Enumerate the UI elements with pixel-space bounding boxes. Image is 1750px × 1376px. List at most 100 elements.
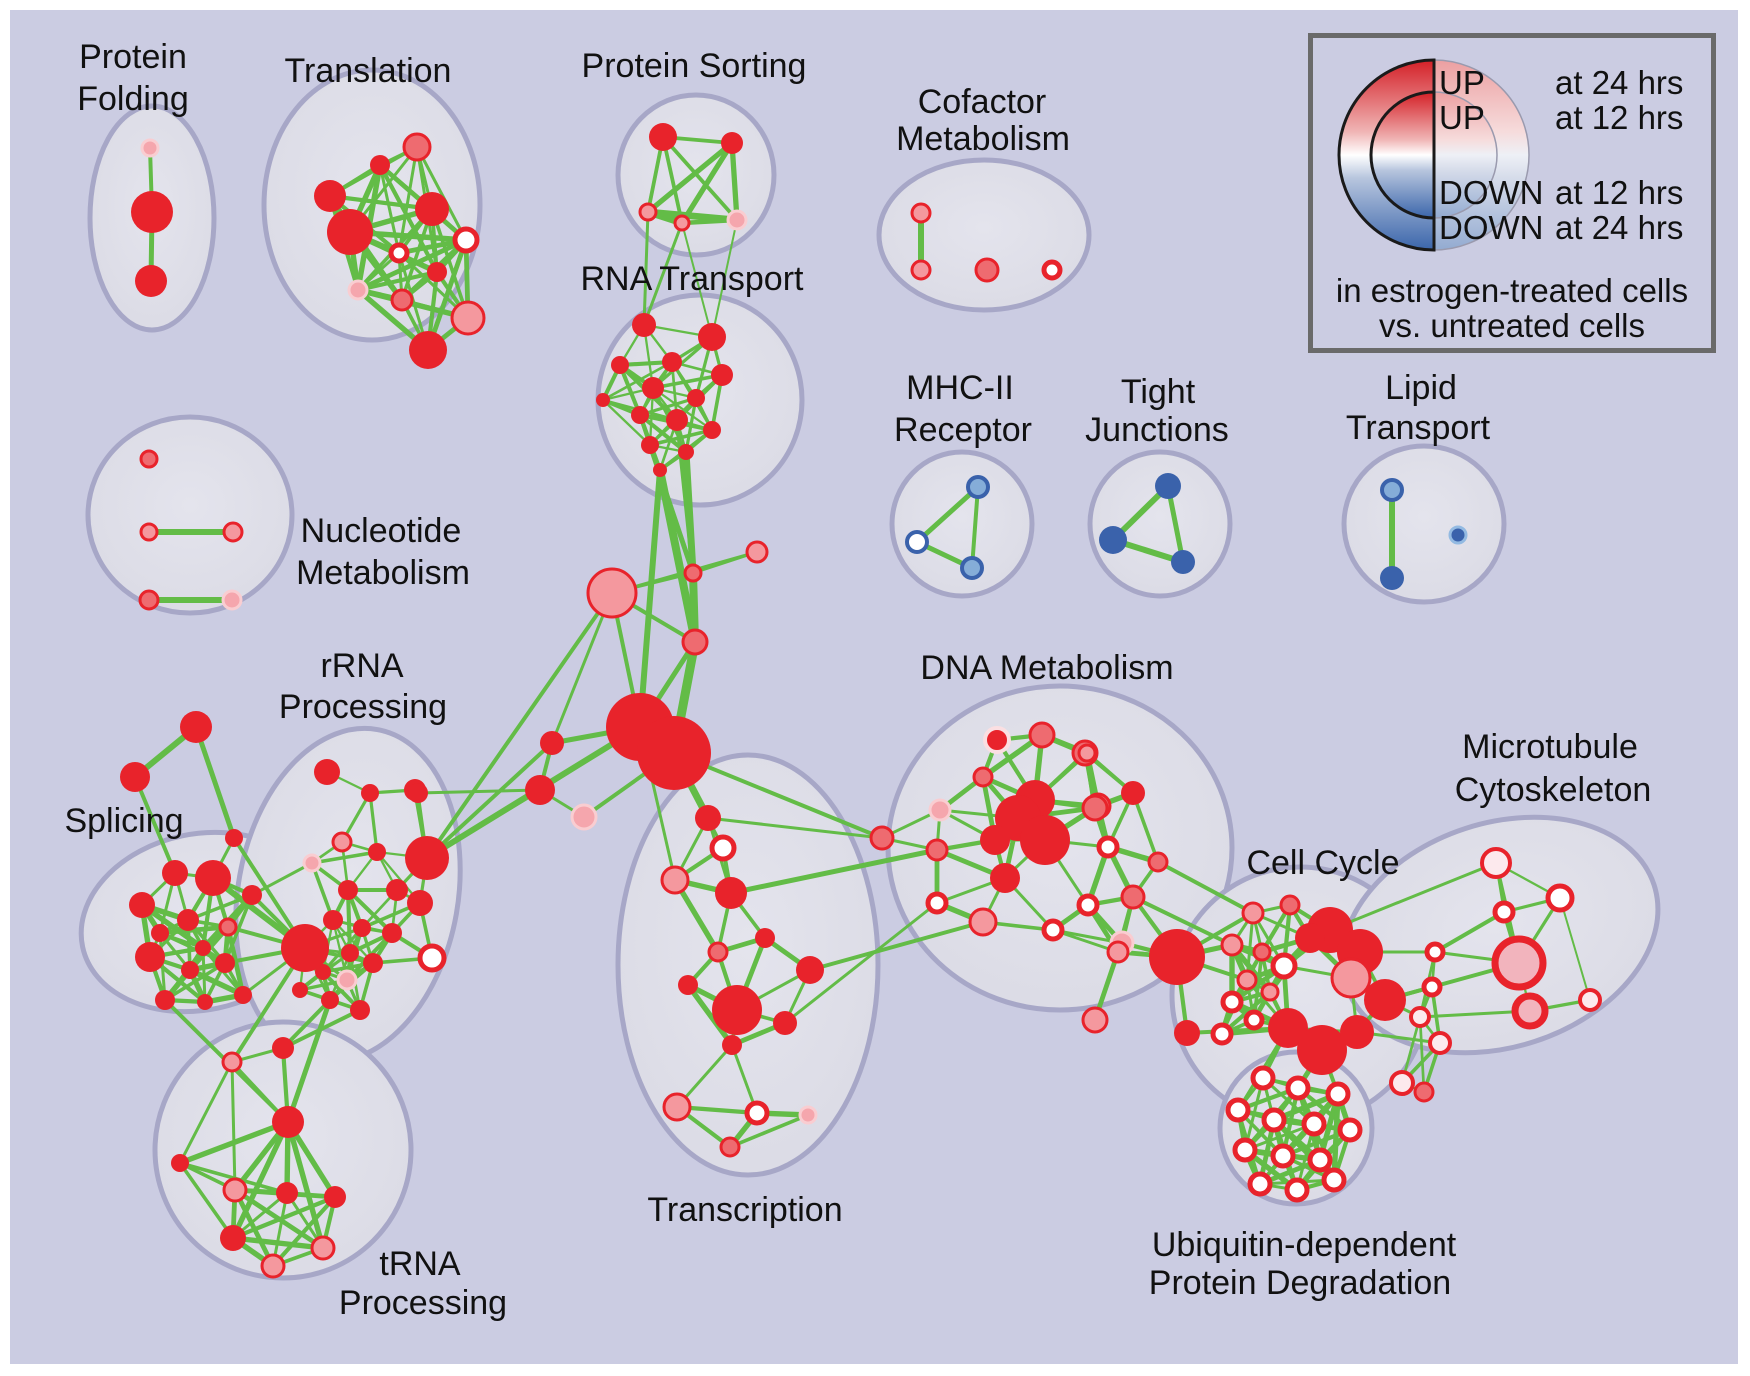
gene-node-translation bbox=[390, 288, 414, 312]
gene-node-microtubule-cytoskeleton bbox=[1545, 883, 1575, 913]
gene-node-microtubule-cytoskeleton bbox=[1511, 992, 1549, 1030]
network-edge bbox=[345, 887, 395, 936]
network-edge bbox=[327, 193, 435, 212]
gene-node-connectors bbox=[586, 567, 638, 619]
legend-time-label: at 24 hrs bbox=[1555, 64, 1684, 101]
network-edge bbox=[285, 997, 333, 1125]
gene-node-translation bbox=[370, 155, 390, 175]
network-edge bbox=[425, 237, 469, 353]
cluster-bubble-tight-junctions bbox=[1087, 449, 1233, 599]
gene-node-splicing bbox=[177, 909, 199, 931]
gene-node-mhc-ii-receptor bbox=[960, 556, 984, 580]
network-edge bbox=[1559, 897, 1591, 1001]
cluster-label-lipid-transport: Lipid bbox=[1385, 369, 1457, 407]
gene-node-connectors bbox=[225, 829, 243, 847]
gene-node-cofactor-metabolism bbox=[1041, 259, 1063, 281]
network-edge bbox=[285, 1119, 326, 1251]
cluster-label-cofactor-metabolism: Cofactor bbox=[918, 83, 1047, 121]
gene-node-translation bbox=[347, 279, 369, 301]
gene-node-splicing bbox=[129, 892, 155, 918]
gene-node-microtubule-cytoskeleton bbox=[1480, 847, 1512, 879]
gene-node-protein-sorting bbox=[649, 123, 677, 151]
cluster-label-protein-folding: Folding bbox=[77, 80, 189, 118]
gene-node-lipid-transport bbox=[1380, 566, 1404, 590]
network-edge bbox=[425, 591, 614, 860]
gene-node-microtubule-cytoskeleton bbox=[1424, 941, 1446, 963]
gene-node-protein-sorting bbox=[721, 132, 743, 154]
network-edge bbox=[672, 751, 884, 840]
legend-updown-circle-icon bbox=[1337, 58, 1530, 252]
gene-node-dna-metabolism bbox=[1147, 851, 1169, 873]
network-edge bbox=[970, 485, 980, 570]
cluster-label-translation: Translation bbox=[285, 52, 452, 90]
gene-node-microtubule-cytoskeleton bbox=[1578, 988, 1602, 1012]
gene-node-rrna-processing bbox=[350, 1000, 370, 1020]
gene-node-trna-processing bbox=[272, 1106, 304, 1138]
gene-node-rna-transport bbox=[698, 323, 726, 351]
gene-node-dna-metabolism bbox=[990, 863, 1020, 893]
gene-node-dna-metabolism bbox=[1120, 884, 1146, 910]
network-edge bbox=[661, 135, 739, 222]
gene-node-splicing bbox=[155, 990, 175, 1010]
cluster-label-trna-processing: tRNA bbox=[379, 1245, 461, 1283]
gene-node-rna-transport bbox=[666, 409, 688, 431]
network-edge bbox=[186, 893, 254, 922]
gene-node-ubiquitin-dependent-protein-degradation bbox=[1225, 1097, 1251, 1123]
gene-node-microtubule-cytoskeleton bbox=[1389, 1070, 1415, 1096]
gene-node-microtubule-cytoskeleton bbox=[1409, 1006, 1431, 1028]
gene-node-splicing bbox=[218, 917, 238, 937]
gene-node-cell-cycle bbox=[1220, 990, 1244, 1014]
gene-node-rna-transport bbox=[641, 436, 659, 454]
gene-node-rrna-processing bbox=[368, 843, 386, 861]
gene-node-translation bbox=[327, 209, 373, 255]
network-edge bbox=[368, 791, 379, 854]
network-edge bbox=[163, 961, 227, 1002]
gene-node-dna-metabolism bbox=[1096, 835, 1120, 859]
gene-node-trna-processing bbox=[276, 1182, 298, 1204]
cluster-label-protein-folding: Protein bbox=[79, 38, 187, 76]
network-edge bbox=[270, 1194, 338, 1269]
gene-node-ubiquitin-dependent-protein-degradation bbox=[1337, 1117, 1363, 1143]
network-edge bbox=[550, 591, 614, 745]
legend-direction-label: DOWN bbox=[1439, 174, 1544, 211]
gene-node-cell-cycle bbox=[1210, 1022, 1234, 1046]
gene-node-cell-cycle bbox=[1297, 1025, 1347, 1075]
gene-node-transcription bbox=[755, 928, 775, 948]
legend-box: UP at 24 hrs UP at 12 hrs DOWN at 12 hrs… bbox=[1308, 33, 1716, 353]
network-edge bbox=[178, 1161, 235, 1240]
cluster-label-microtubule-cytoskeleton: Microtubule bbox=[1462, 728, 1638, 766]
gene-node-rrna-processing bbox=[382, 923, 402, 943]
gene-node-rna-transport bbox=[703, 421, 721, 439]
gene-node-cell-cycle bbox=[1330, 957, 1372, 999]
gene-node-cell-cycle bbox=[1243, 1009, 1265, 1031]
gene-node-transcription bbox=[662, 1092, 692, 1122]
network-edge bbox=[310, 861, 335, 922]
network-edge bbox=[729, 140, 740, 223]
gene-node-rna-transport bbox=[711, 364, 733, 386]
gene-node-connectors bbox=[540, 731, 564, 755]
network-edge bbox=[808, 920, 985, 972]
network-edge bbox=[681, 222, 713, 338]
network-edge bbox=[178, 1060, 234, 1165]
gene-node-translation bbox=[409, 331, 447, 369]
network-edge bbox=[230, 1060, 237, 1192]
gene-node-trna-processing bbox=[222, 1177, 248, 1203]
gene-node-protein-folding bbox=[140, 138, 160, 158]
gene-node-cell-cycle bbox=[1279, 894, 1301, 916]
gene-node-rna-transport bbox=[596, 393, 610, 407]
gene-node-splicing bbox=[242, 885, 262, 905]
cluster-bubble-lipid-transport bbox=[1341, 443, 1507, 605]
gene-node-transcription bbox=[712, 985, 762, 1035]
gene-node-splicing bbox=[162, 860, 188, 886]
network-edge bbox=[914, 484, 981, 545]
gene-node-rrna-processing bbox=[353, 919, 371, 937]
cluster-label-rna-transport: RNA Transport bbox=[581, 260, 805, 298]
gene-node-protein-folding bbox=[131, 191, 173, 233]
legend-note-line2: vs. untreated cells bbox=[1379, 307, 1645, 344]
cluster-label-splicing: Splicing bbox=[64, 802, 183, 840]
gene-node-transcription bbox=[715, 877, 747, 909]
gene-node-dna-metabolism bbox=[1174, 1020, 1200, 1046]
gene-node-translation bbox=[402, 132, 432, 162]
gene-node-microtubule-cytoskeleton bbox=[1491, 935, 1547, 991]
gene-node-dna-metabolism bbox=[925, 838, 949, 862]
